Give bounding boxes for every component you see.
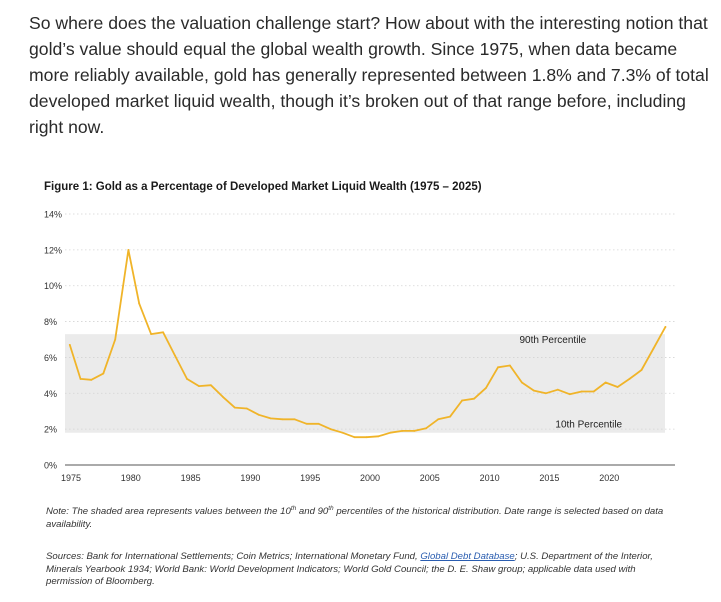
data-point xyxy=(365,436,368,439)
x-tick-label: 1975 xyxy=(61,473,81,483)
intro-paragraph: So where does the valuation challenge st… xyxy=(29,13,709,137)
band-labels-layer: 90th Percentile 10th Percentile xyxy=(520,335,623,430)
data-point xyxy=(521,381,523,384)
data-point xyxy=(616,386,619,388)
x-tick-label: 2015 xyxy=(539,473,559,483)
data-point xyxy=(353,436,356,439)
x-tick-label: 2010 xyxy=(480,473,500,483)
x-tick-label: 1980 xyxy=(121,473,141,483)
data-point xyxy=(210,384,212,387)
percentile-90-label: 90th Percentile xyxy=(520,335,587,346)
y-tick-label: 10% xyxy=(44,281,62,291)
data-point xyxy=(293,418,296,421)
data-point xyxy=(556,388,559,391)
data-point xyxy=(329,428,332,431)
y-tick-label: 4% xyxy=(44,389,57,399)
data-point xyxy=(269,417,272,420)
axis-layer: 0% 2% 4% 6% 8% 10% 12% 14% 1975 1980 1985 1990 1995 2… xyxy=(44,210,675,483)
data-point xyxy=(198,385,200,388)
x-tick-label: 1985 xyxy=(181,473,201,483)
data-point xyxy=(664,326,667,328)
y-tick-label: 0% xyxy=(44,461,57,471)
data-point xyxy=(317,422,320,425)
series-layer xyxy=(68,248,667,439)
y-tick-label: 8% xyxy=(44,317,57,327)
data-point xyxy=(114,338,117,341)
y-tick-label: 6% xyxy=(44,353,57,363)
gridlines-layer xyxy=(65,213,675,430)
data-point xyxy=(377,435,380,438)
global-debt-database-link[interactable]: Global Debt Database xyxy=(420,551,515,562)
data-point xyxy=(449,415,452,418)
data-point xyxy=(437,418,440,421)
percentile-band xyxy=(65,334,665,433)
data-point xyxy=(425,427,428,430)
x-tick-label: 1995 xyxy=(300,473,320,483)
data-point xyxy=(640,369,643,371)
x-tick-label: 1990 xyxy=(240,473,260,483)
data-point xyxy=(413,430,416,432)
data-point xyxy=(532,389,535,392)
data-point xyxy=(509,364,511,367)
data-point xyxy=(497,366,499,369)
data-point xyxy=(473,397,475,400)
data-point xyxy=(341,431,344,434)
y-tick-label: 12% xyxy=(44,245,62,255)
chart-sources: Sources: Bank for International Settleme… xyxy=(46,551,653,587)
data-point xyxy=(604,381,607,384)
data-point xyxy=(628,378,631,380)
data-point xyxy=(233,406,236,409)
data-point xyxy=(257,413,260,416)
data-point xyxy=(221,395,224,398)
data-point xyxy=(127,248,130,251)
data-point xyxy=(162,331,164,334)
data-point xyxy=(138,302,141,305)
data-point xyxy=(389,431,392,434)
percentile-band-layer xyxy=(65,334,665,433)
x-tick-label: 2005 xyxy=(420,473,440,483)
data-point xyxy=(461,399,463,402)
chart-note: Note: The shaded area represents values … xyxy=(46,505,664,530)
y-tick-label: 2% xyxy=(44,425,57,435)
data-point xyxy=(485,387,487,389)
data-point xyxy=(174,354,176,357)
data-point xyxy=(592,390,595,393)
data-point xyxy=(652,347,655,350)
data-point xyxy=(68,343,71,346)
percentile-10-label: 10th Percentile xyxy=(555,419,622,430)
data-point xyxy=(568,393,571,396)
data-point xyxy=(401,430,404,432)
data-point xyxy=(580,390,583,393)
y-tick-label: 14% xyxy=(44,210,62,220)
data-point xyxy=(305,422,308,425)
data-point xyxy=(90,378,93,381)
data-point xyxy=(150,333,153,336)
data-point xyxy=(281,418,284,421)
data-point xyxy=(186,378,188,380)
data-point xyxy=(544,392,547,395)
x-tick-label: 2020 xyxy=(599,473,619,483)
data-point xyxy=(245,407,248,410)
x-tick-label: 2000 xyxy=(360,473,380,483)
chart-title: Figure 1: Gold as a Percentage of Develo… xyxy=(44,181,482,193)
data-point xyxy=(79,378,82,380)
data-point xyxy=(102,372,105,375)
